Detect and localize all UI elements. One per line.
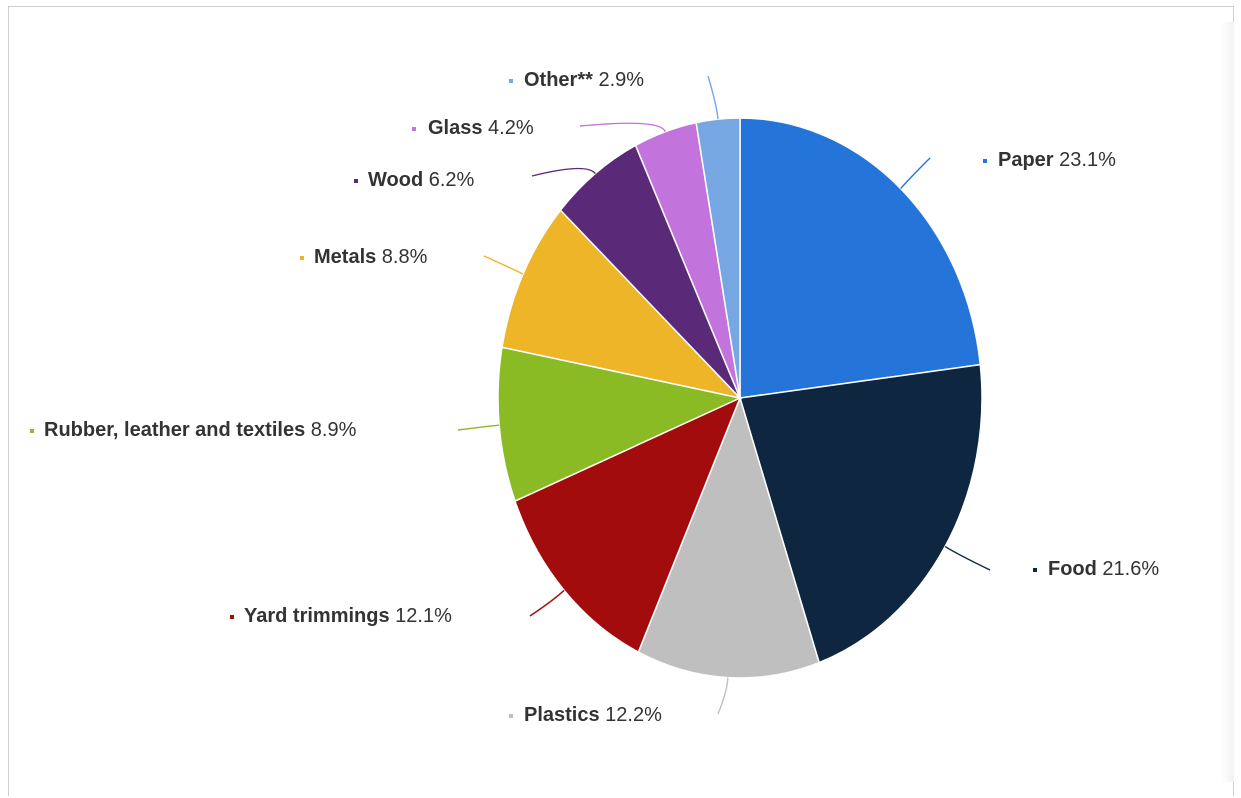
connector-plastics: [717, 677, 729, 715]
label-marker-other: [509, 79, 513, 83]
label-marker-wood: [354, 179, 358, 183]
label-marker-paper: [983, 159, 987, 163]
pie-slice-paper[interactable]: [739, 117, 982, 399]
slice-label-metals: Metals 8.8%: [314, 246, 428, 268]
slice-label-category: Rubber, leather and textiles: [44, 419, 305, 441]
slice-label-category: Other**: [524, 69, 593, 91]
label-marker-metals: [300, 256, 304, 260]
scroll-edge-shade: [1220, 22, 1234, 782]
slice-label-paper: Paper 23.1%: [998, 149, 1116, 171]
connector-food: [944, 545, 991, 571]
connector-rubber-leather-and-textiles: [457, 424, 500, 431]
label-connectors: [457, 75, 991, 715]
slice-label-category: Plastics: [524, 704, 600, 726]
slice-label-percent: 12.1%: [390, 605, 452, 627]
slice-label-yard-trimmings: Yard trimmings 12.1%: [244, 605, 452, 627]
slice-label-percent: 8.8%: [376, 246, 427, 268]
connector-glass: [579, 122, 666, 133]
slice-label-other: Other** 2.9%: [524, 69, 644, 91]
slice-label-category: Paper: [998, 149, 1054, 171]
slice-label-category: Yard trimmings: [244, 605, 390, 627]
pie-slices: [497, 117, 983, 679]
slice-label-food: Food 21.6%: [1048, 558, 1159, 580]
label-marker-glass: [412, 127, 416, 131]
connector-metals: [483, 255, 524, 275]
connector-wood: [531, 167, 596, 177]
label-marker-yard-trimmings: [230, 615, 234, 619]
connector-other: [707, 75, 719, 120]
slice-label-rubber-leather-and-textiles: Rubber, leather and textiles 8.9%: [44, 419, 357, 441]
slice-label-glass: Glass 4.2%: [428, 117, 534, 139]
slice-label-percent: 21.6%: [1097, 558, 1159, 580]
connector-paper: [900, 157, 931, 190]
slice-label-plastics: Plastics 12.2%: [524, 704, 662, 726]
slice-label-percent: 2.9%: [593, 69, 644, 91]
label-marker-rubber-leather-and-textiles: [30, 429, 34, 433]
slice-label-category: Metals: [314, 246, 376, 268]
slice-label-category: Glass: [428, 117, 482, 139]
slice-label-percent: 8.9%: [305, 419, 356, 441]
slice-label-percent: 6.2%: [423, 169, 474, 191]
slice-label-wood: Wood 6.2%: [368, 169, 475, 191]
slice-label-category: Food: [1048, 558, 1097, 580]
label-marker-plastics: [509, 714, 513, 718]
slice-label-percent: 4.2%: [482, 117, 533, 139]
slice-label-percent: 23.1%: [1054, 149, 1116, 171]
label-marker-food: [1033, 568, 1037, 572]
slice-label-percent: 12.2%: [600, 704, 662, 726]
connector-yard-trimmings: [529, 589, 565, 617]
slice-label-category: Wood: [368, 169, 423, 191]
slice-labels: Paper 23.1% Food 21.6% Plastics 12.2% Yard …: [30, 69, 1159, 726]
